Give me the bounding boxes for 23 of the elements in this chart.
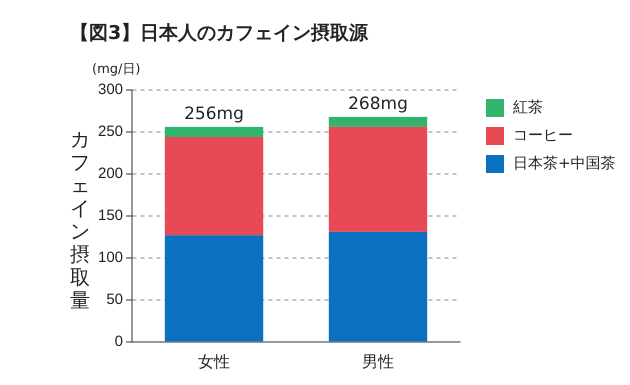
x-tick-label: 女性 bbox=[198, 354, 230, 371]
x-tick-label: 男性 bbox=[362, 354, 394, 371]
chart-title: 【図3】日本人のカフェイン摂取源 bbox=[70, 21, 368, 46]
y-tick-label: 150 bbox=[98, 207, 124, 224]
text: (mg/日) bbox=[92, 61, 140, 78]
y-tick-label: 50 bbox=[106, 290, 124, 308]
bar bbox=[328, 232, 428, 342]
bar bbox=[164, 235, 264, 342]
y-tick-label: 300 bbox=[98, 81, 124, 98]
bar bbox=[328, 126, 428, 232]
y-tick-label: 250 bbox=[98, 123, 124, 140]
y-axis-title: カフェイン摂取量 bbox=[69, 127, 91, 312]
total-label: 256mg bbox=[184, 104, 244, 124]
legend-label: 紅茶 bbox=[513, 98, 543, 117]
bar bbox=[328, 116, 428, 127]
y-tick-label: 200 bbox=[98, 165, 124, 182]
legend-label: 日本茶+中国茶 bbox=[513, 154, 616, 173]
bar bbox=[164, 126, 264, 138]
y-tick-label: 0 bbox=[114, 332, 124, 350]
y-tick-label: 100 bbox=[98, 249, 124, 266]
bar bbox=[164, 137, 264, 236]
legend-label: コーヒー bbox=[513, 126, 573, 145]
total-label: 268mg bbox=[348, 94, 408, 114]
